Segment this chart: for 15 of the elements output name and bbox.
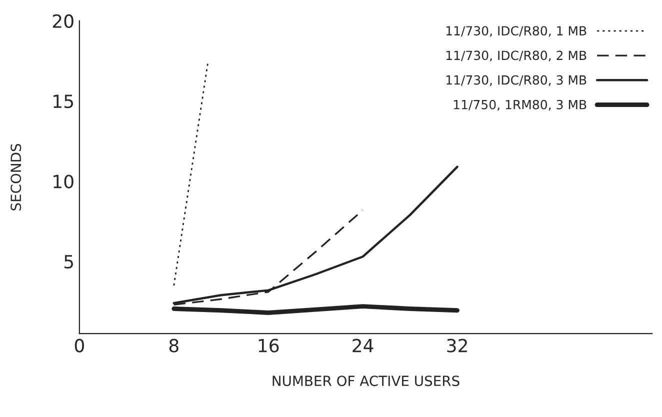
y-axis-title: SECONDS [10,144,22,210]
legend-label: 11/750, 1RM80, 3 MB [454,100,586,111]
y-tick-label: 15 [54,94,73,108]
legend-label: 11/730, IDC/R80, 2 MB [446,50,586,62]
x-axis-title: NUMBER OF ACTIVE USERS [272,376,460,386]
x-tick-label: 0 [74,338,84,352]
x-tick-label: 32 [447,338,467,352]
y-tick-label: 5 [64,255,73,269]
x-tick-label: 24 [352,338,374,352]
legend-label: 11/730, IDC/R80, 3 MB [446,75,586,86]
x-tick-label: 8 [169,338,178,352]
legend-label: 11/730, IDC/R80, 1 MB [446,26,586,37]
y-tick-label: 10 [54,174,74,188]
x-tick-label: 16 [258,338,279,352]
y-tick-label: 20 [52,14,74,28]
